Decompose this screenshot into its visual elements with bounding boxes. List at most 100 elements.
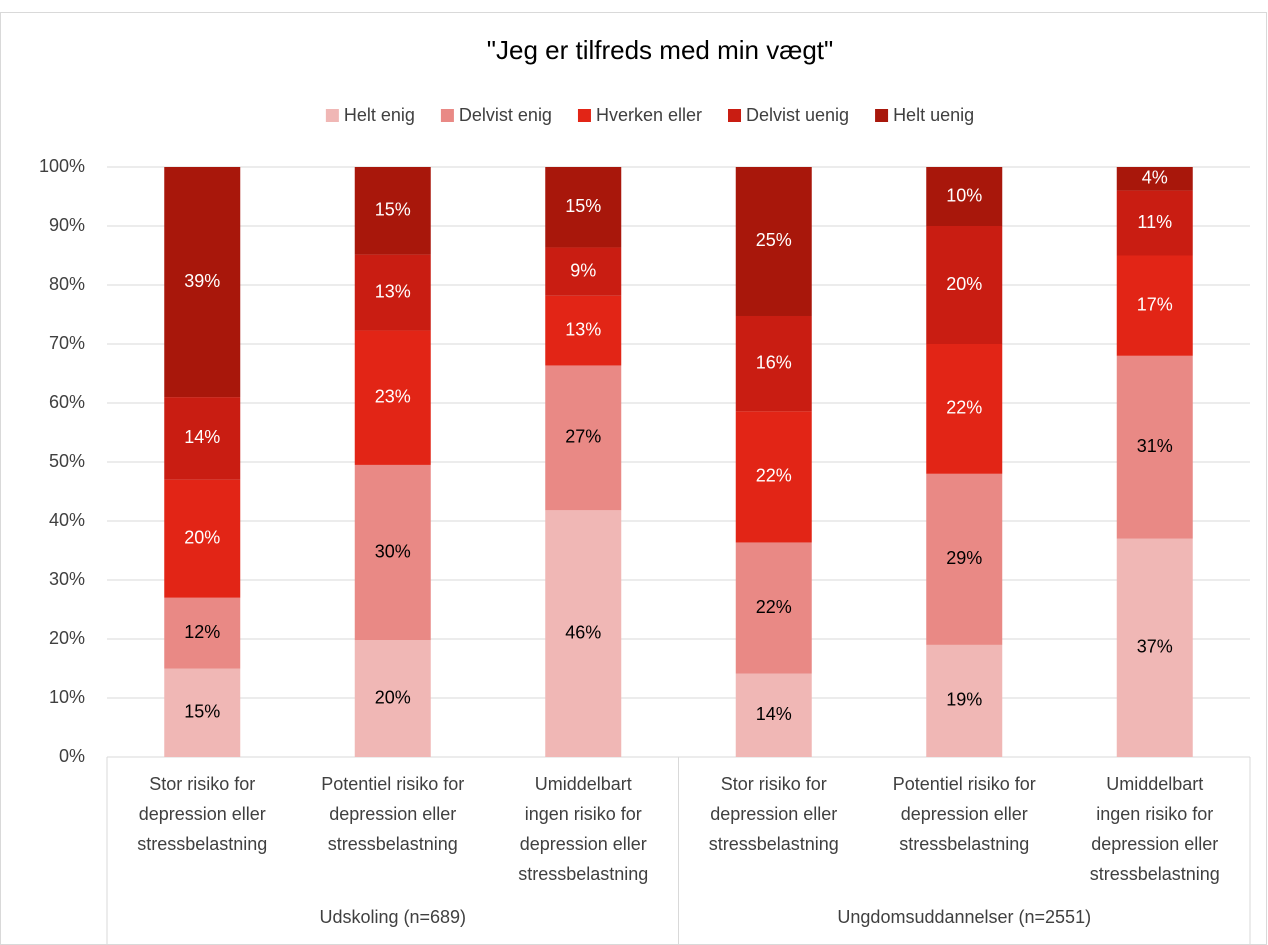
- x-tick-label: Potentiel risiko for: [321, 774, 464, 794]
- x-tick-label: stressbelastning: [518, 864, 648, 884]
- legend-swatch: [325, 109, 339, 122]
- bar-segment: [354, 254, 431, 331]
- data-label: 17%: [1137, 294, 1173, 314]
- data-label: 25%: [756, 230, 792, 250]
- bar-segment: [354, 640, 431, 757]
- bar-segment: [1116, 167, 1193, 191]
- bar-segment: [1116, 190, 1193, 256]
- x-tick-label: depression eller: [1091, 834, 1218, 854]
- bar-segment: [735, 673, 812, 757]
- chart-title: "Jeg er tilfreds med min vægt": [487, 35, 833, 65]
- data-label: 14%: [184, 427, 220, 447]
- data-label: 23%: [375, 386, 411, 406]
- data-label: 4%: [1142, 168, 1168, 188]
- x-tick-label: depression eller: [329, 804, 456, 824]
- y-tick-label: 90%: [49, 215, 85, 235]
- data-label: 20%: [375, 687, 411, 707]
- legend-label: Helt enig: [344, 105, 415, 125]
- x-tick-label: depression eller: [139, 804, 266, 824]
- bar-segment: [545, 510, 622, 757]
- legend-label: Delvist enig: [459, 105, 552, 125]
- data-label: 13%: [375, 281, 411, 301]
- bar-segment: [735, 167, 812, 316]
- bar-segment: [545, 167, 622, 248]
- x-tick-label: stressbelastning: [1090, 864, 1220, 884]
- data-label: 27%: [565, 427, 601, 447]
- data-label: 37%: [1137, 637, 1173, 657]
- data-label: 39%: [184, 271, 220, 291]
- bar-segment: [164, 479, 241, 598]
- legend-swatch: [577, 109, 591, 122]
- bar-segment: [354, 464, 431, 641]
- bar-segment: [545, 365, 622, 511]
- data-label: 15%: [184, 702, 220, 722]
- bar-segment: [926, 473, 1003, 645]
- y-tick-label: 40%: [49, 510, 85, 530]
- bar-segment: [354, 330, 431, 465]
- x-tick-label: stressbelastning: [709, 834, 839, 854]
- x-tick-label: Stor risiko for: [149, 774, 255, 794]
- bar-segment: [354, 167, 431, 255]
- y-tick-label: 80%: [49, 274, 85, 294]
- data-label: 31%: [1137, 436, 1173, 456]
- bar-segment: [735, 411, 812, 543]
- data-label: 19%: [946, 690, 982, 710]
- legend-swatch: [440, 109, 454, 122]
- data-label: 22%: [756, 466, 792, 486]
- x-tick-label: Umiddelbart: [1106, 774, 1203, 794]
- y-tick-label: 70%: [49, 333, 85, 353]
- y-tick-label: 60%: [49, 392, 85, 412]
- group-label: Udskoling (n=689): [319, 907, 466, 927]
- x-tick-label: stressbelastning: [328, 834, 458, 854]
- y-tick-label: 10%: [49, 687, 85, 707]
- data-label: 46%: [565, 622, 601, 642]
- x-tick-label: Stor risiko for: [721, 774, 827, 794]
- x-tick-label: stressbelastning: [137, 834, 267, 854]
- data-label: 10%: [946, 185, 982, 205]
- group-label: Ungdomsuddannelser (n=2551): [837, 907, 1091, 927]
- bar-segment: [926, 644, 1003, 757]
- bar-segment: [926, 167, 1003, 226]
- data-label: 30%: [375, 541, 411, 561]
- y-tick-label: 0%: [59, 746, 85, 766]
- bar-segment: [164, 668, 241, 757]
- bar-segment: [1116, 255, 1193, 356]
- legend-swatch: [728, 109, 742, 122]
- bar-segment: [926, 226, 1003, 344]
- y-tick-label: 20%: [49, 628, 85, 648]
- bar-segment: [1116, 538, 1193, 757]
- bar-segment: [545, 295, 622, 366]
- y-tick-label: 50%: [49, 451, 85, 471]
- data-label: 11%: [1137, 212, 1172, 232]
- x-tick-label: depression eller: [520, 834, 647, 854]
- data-label: 15%: [565, 196, 601, 216]
- x-tick-label: ingen risiko for: [1096, 804, 1213, 824]
- data-label: 14%: [756, 704, 792, 724]
- legend-swatch: [875, 109, 889, 122]
- x-tick-label: stressbelastning: [899, 834, 1029, 854]
- data-label: 15%: [375, 200, 411, 220]
- bar-segment: [735, 315, 812, 412]
- data-label: 20%: [184, 527, 220, 547]
- legend-label: Hverken eller: [596, 105, 702, 125]
- data-label: 16%: [756, 352, 792, 372]
- bar-segment: [926, 344, 1003, 474]
- data-label: 9%: [570, 260, 596, 280]
- data-label: 12%: [184, 622, 220, 642]
- x-tick-label: depression eller: [710, 804, 837, 824]
- bar-segment: [164, 397, 241, 480]
- bar-segment: [545, 247, 622, 296]
- data-label: 20%: [946, 274, 982, 294]
- x-tick-label: depression eller: [901, 804, 1028, 824]
- legend-label: Delvist uenig: [746, 105, 849, 125]
- data-label: 13%: [565, 319, 601, 339]
- legend-label: Helt uenig: [893, 105, 974, 125]
- y-tick-label: 100%: [39, 156, 85, 176]
- bar-segment: [1116, 355, 1193, 539]
- y-tick-label: 30%: [49, 569, 85, 589]
- data-label: 29%: [946, 548, 982, 568]
- x-tick-label: ingen risiko for: [525, 804, 642, 824]
- bar-segment: [164, 597, 241, 669]
- x-tick-label: Potentiel risiko for: [893, 774, 1036, 794]
